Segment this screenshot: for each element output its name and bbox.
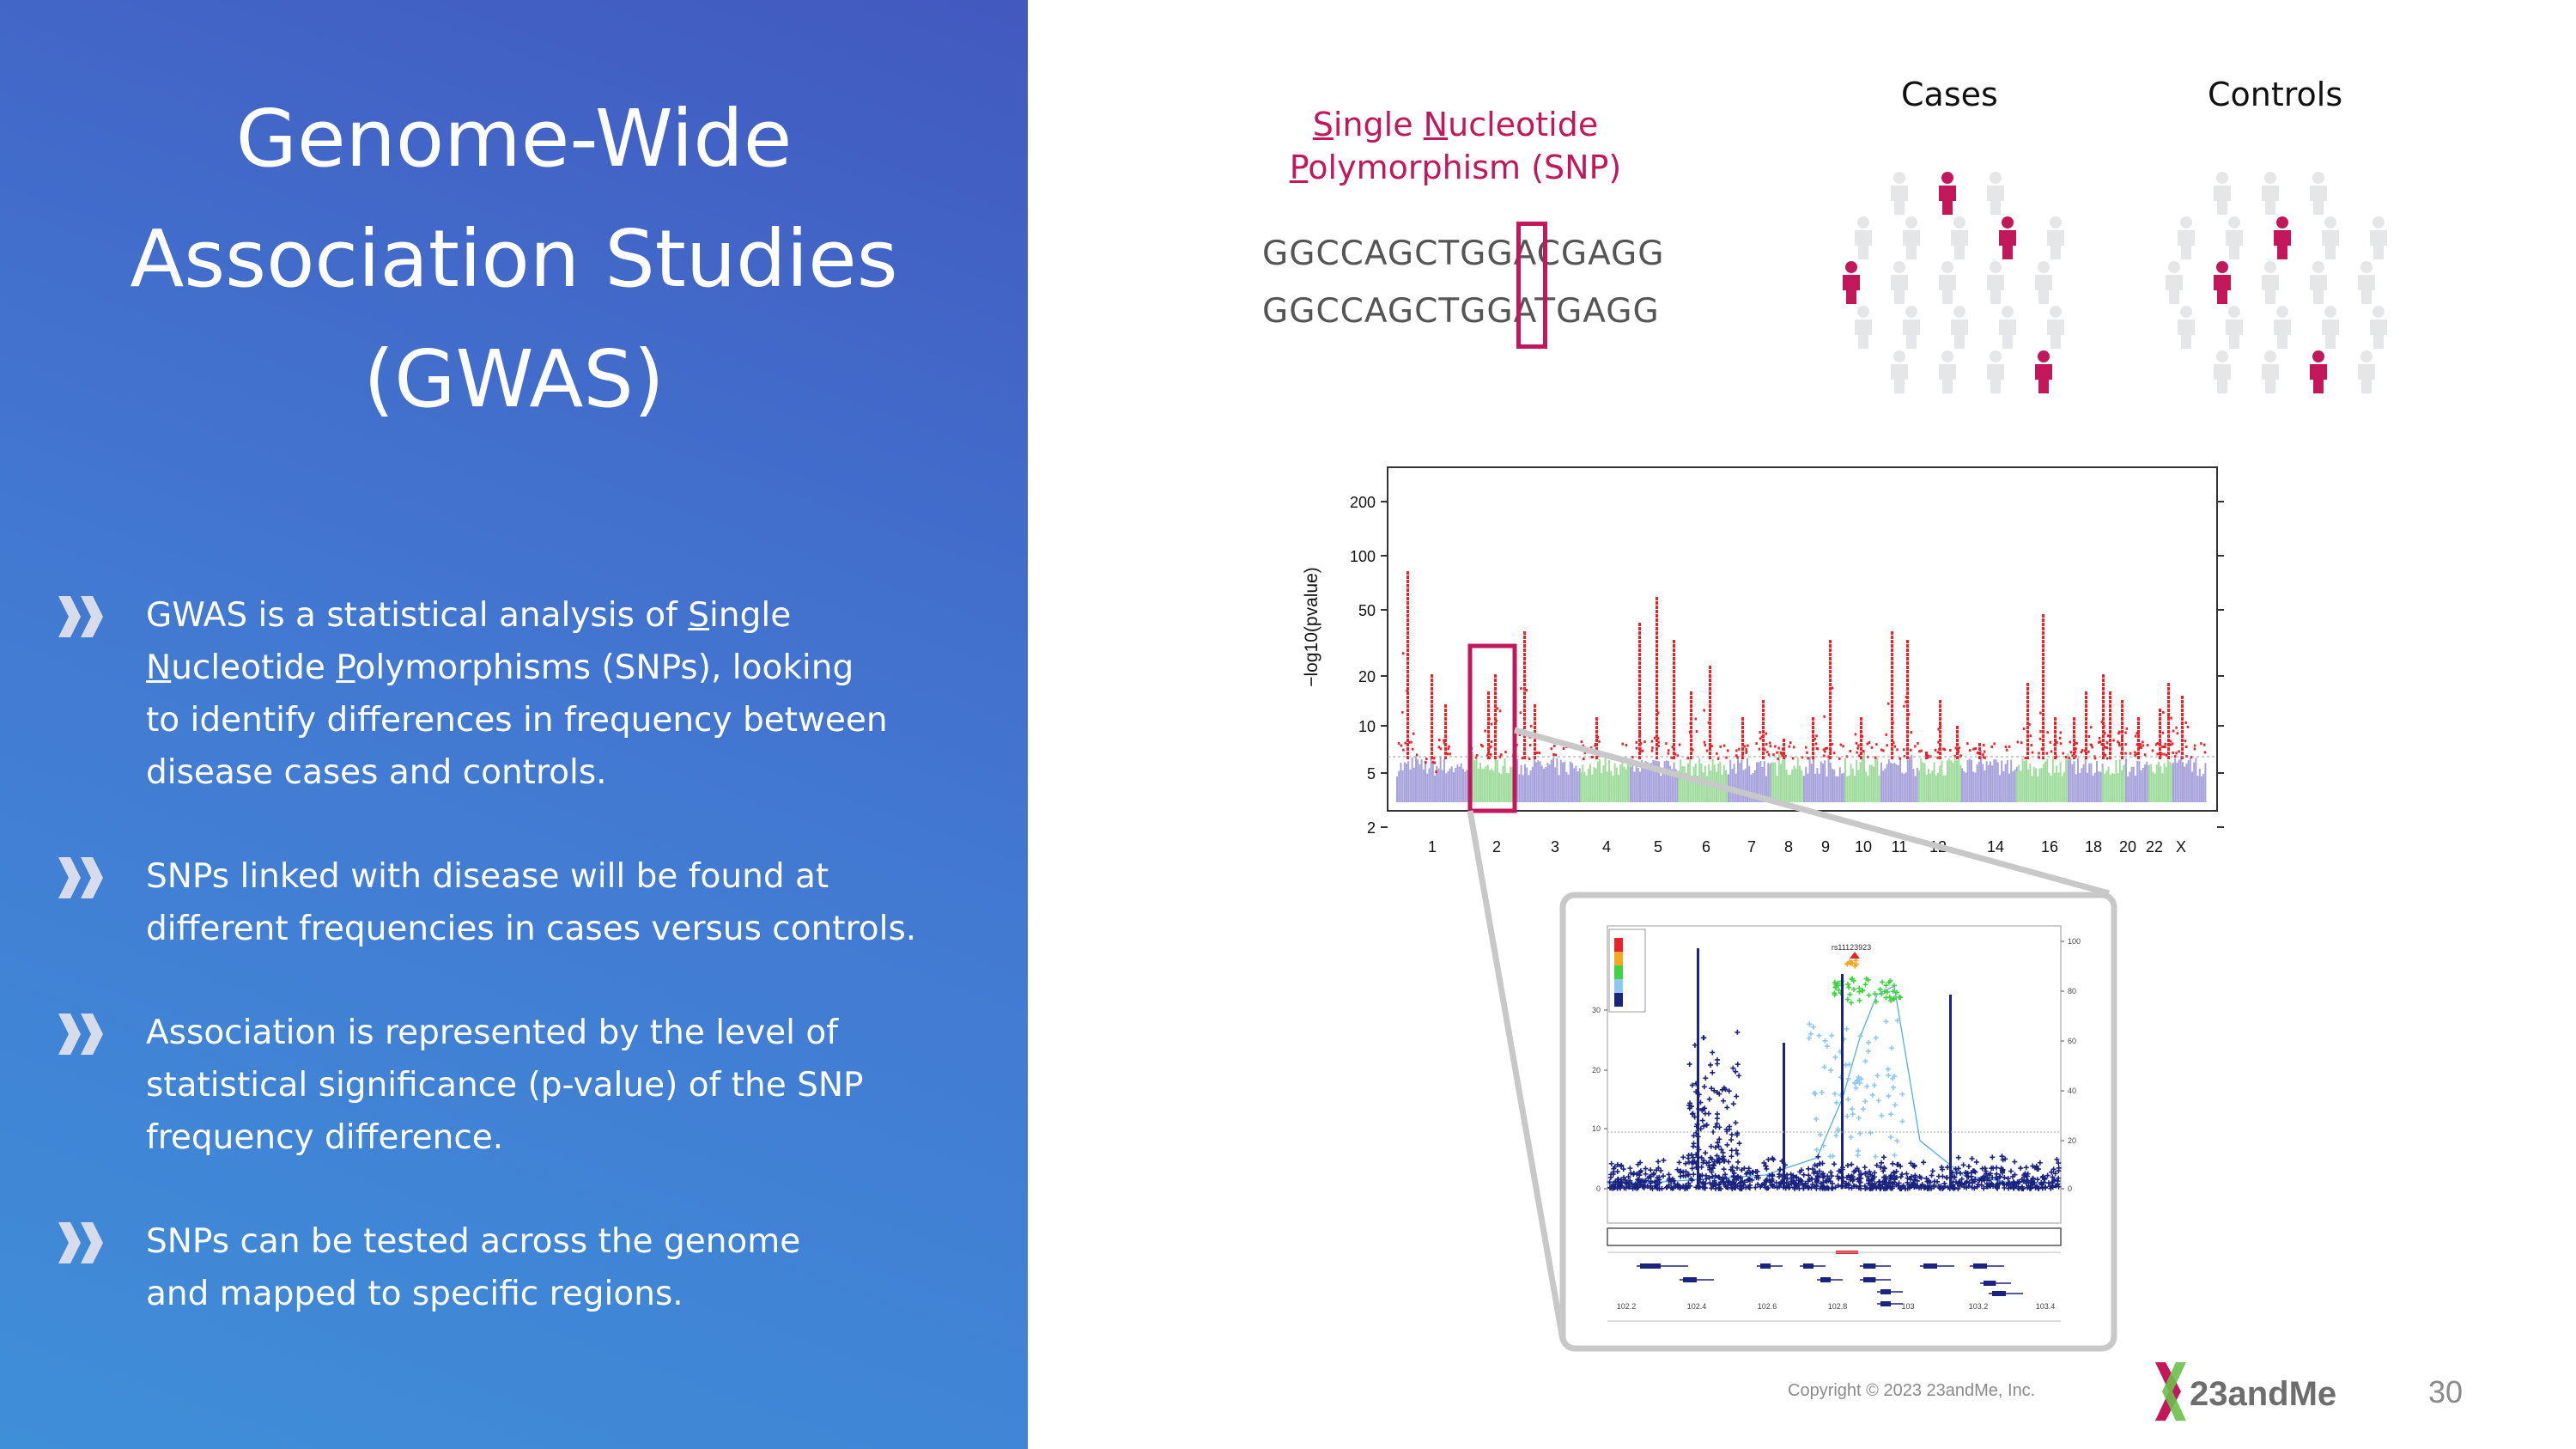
bullet-text-1: GWAS is a statistical analysis of Single… (146, 596, 888, 792)
y-tick-label: 10 (1358, 718, 1376, 735)
bullet-text-3: Association is represented by the level … (146, 1014, 864, 1157)
bullet-item-3: Association is represented by the level … (57, 1007, 1010, 1164)
controls-population (2166, 172, 2387, 393)
svg-text:60: 60 (2068, 1037, 2076, 1045)
page-number: 30 (2428, 1374, 2464, 1409)
sequence-2: GGCCAGCTGGATGAGG (1262, 292, 1660, 331)
svg-text:102.2: 102.2 (1617, 1302, 1637, 1311)
y-tick-label: 2 (1367, 819, 1376, 837)
y-tick-label: 50 (1358, 602, 1376, 619)
slide-title: Genome-Wide Association Studies (GWAS) (0, 79, 1028, 440)
manhattan-y-label: −log10(pvalue) (1302, 567, 1321, 687)
x-tick-label: 7 (1747, 838, 1756, 855)
svg-text:80: 80 (2068, 987, 2076, 995)
title-line-2: Association Studies (130, 213, 898, 305)
svg-text:103.2: 103.2 (1969, 1302, 1989, 1311)
y-tick-label: 20 (1358, 668, 1376, 685)
chromosome-band (1607, 1227, 2062, 1246)
chevron-icon (58, 1014, 103, 1055)
lead-snp-label: rs11123923 (1832, 943, 1871, 952)
plot-frame (1387, 466, 2218, 812)
x-tick-label: X (2176, 838, 2186, 855)
svg-text:40: 40 (2068, 1087, 2076, 1095)
manhattan-y-axis: 2 5 10 20 50 100 200 (1350, 494, 2224, 837)
x-tick-label: 5 (1654, 838, 1662, 855)
gene-track (1637, 1263, 2023, 1306)
svg-text:103.4: 103.4 (2036, 1302, 2056, 1311)
regional-points (1607, 948, 2062, 1191)
svg-text:102.6: 102.6 (1758, 1302, 1777, 1311)
x-tick-label: 20 (2119, 838, 2136, 855)
controls-label: Controls (2208, 76, 2343, 113)
x-tick-label: 16 (2041, 838, 2058, 855)
cases-label: Cases (1901, 76, 1998, 113)
title-line-3: (GWAS) (363, 333, 665, 425)
x-tick-label: 11 (1892, 838, 1908, 855)
x-tick-label: 22 (2146, 838, 2163, 855)
x-tick-label: 8 (1784, 838, 1793, 855)
chevron-icon (58, 1222, 103, 1263)
snp-title: Single Nucleotide Polymorphism (SNP) (1289, 106, 1622, 186)
bullet-item-4: SNPs can be tested across the genome and … (57, 1215, 1010, 1320)
svg-text:20: 20 (1592, 1066, 1601, 1075)
x-tick-label: 6 (1702, 838, 1710, 855)
x-tick-label: 4 (1602, 838, 1611, 855)
manhattan-x-axis: 1 2 3 4 5 6 7 8 9 10 11 12 14 16 18 20 22 X (1428, 838, 2186, 855)
bullet-item-2: SNPs linked with disease will be found a… (57, 850, 1010, 955)
svg-text:102.8: 102.8 (1828, 1302, 1848, 1311)
svg-text:103: 103 (1901, 1302, 1914, 1311)
x-tick-label: 12 (1929, 838, 1947, 855)
regional-plot: 0 10 20 30 0 20 40 60 80 100 102.2 102.4 102.6 102.8 1… (1559, 892, 2117, 1352)
y-tick-label: 5 (1367, 765, 1376, 782)
logo-text: 23andMe (2190, 1375, 2336, 1413)
chevron-icon (58, 857, 103, 898)
svg-text:0: 0 (1596, 1184, 1601, 1193)
x-tick-label: 18 (2085, 838, 2102, 855)
y-tick-label: 200 (1350, 494, 1376, 511)
23andme-logo: 23andMe (2155, 1362, 2336, 1421)
x-tick-label: 2 (1492, 838, 1501, 855)
svg-text:100: 100 (2068, 937, 2081, 946)
bullet-list: GWAS is a statistical analysis of Single… (57, 589, 1010, 1320)
svg-text:10: 10 (1592, 1124, 1601, 1133)
y-tick-label: 100 (1350, 548, 1376, 565)
snp-highlight-box (1516, 222, 1547, 349)
x-tick-label: 14 (1987, 838, 2004, 855)
svg-text:0: 0 (2068, 1184, 2072, 1193)
x-tick-label: 10 (1855, 838, 1872, 855)
regional-axes: 0 10 20 30 0 20 40 60 80 100 102.2 102.4 102.6 102.8 1… (1592, 937, 2081, 1311)
copyright-text: Copyright © 2023 23andMe, Inc. (1788, 1381, 2036, 1400)
x-tick-label: 9 (1821, 838, 1830, 855)
bullet-text-4: SNPs can be tested across the genome and … (146, 1222, 801, 1313)
svg-text:102.4: 102.4 (1687, 1302, 1707, 1311)
sequence-1: GGCCAGCTGGACGAGG (1262, 234, 1665, 273)
x-tick-label: 1 (1428, 838, 1437, 855)
bullet-item-1: GWAS is a statistical analysis of Single… (57, 589, 1010, 799)
svg-text:20: 20 (2068, 1136, 2076, 1145)
chevron-icon (58, 596, 103, 637)
x-tick-label: 3 (1551, 838, 1559, 855)
svg-text:30: 30 (1592, 1006, 1601, 1014)
title-line-1: Genome-Wide (235, 93, 793, 185)
cases-population (1843, 172, 2064, 393)
title-panel: Genome-Wide Association Studies (GWAS) G… (0, 0, 1028, 1449)
bullet-text-2: SNPs linked with disease will be found a… (146, 857, 917, 948)
